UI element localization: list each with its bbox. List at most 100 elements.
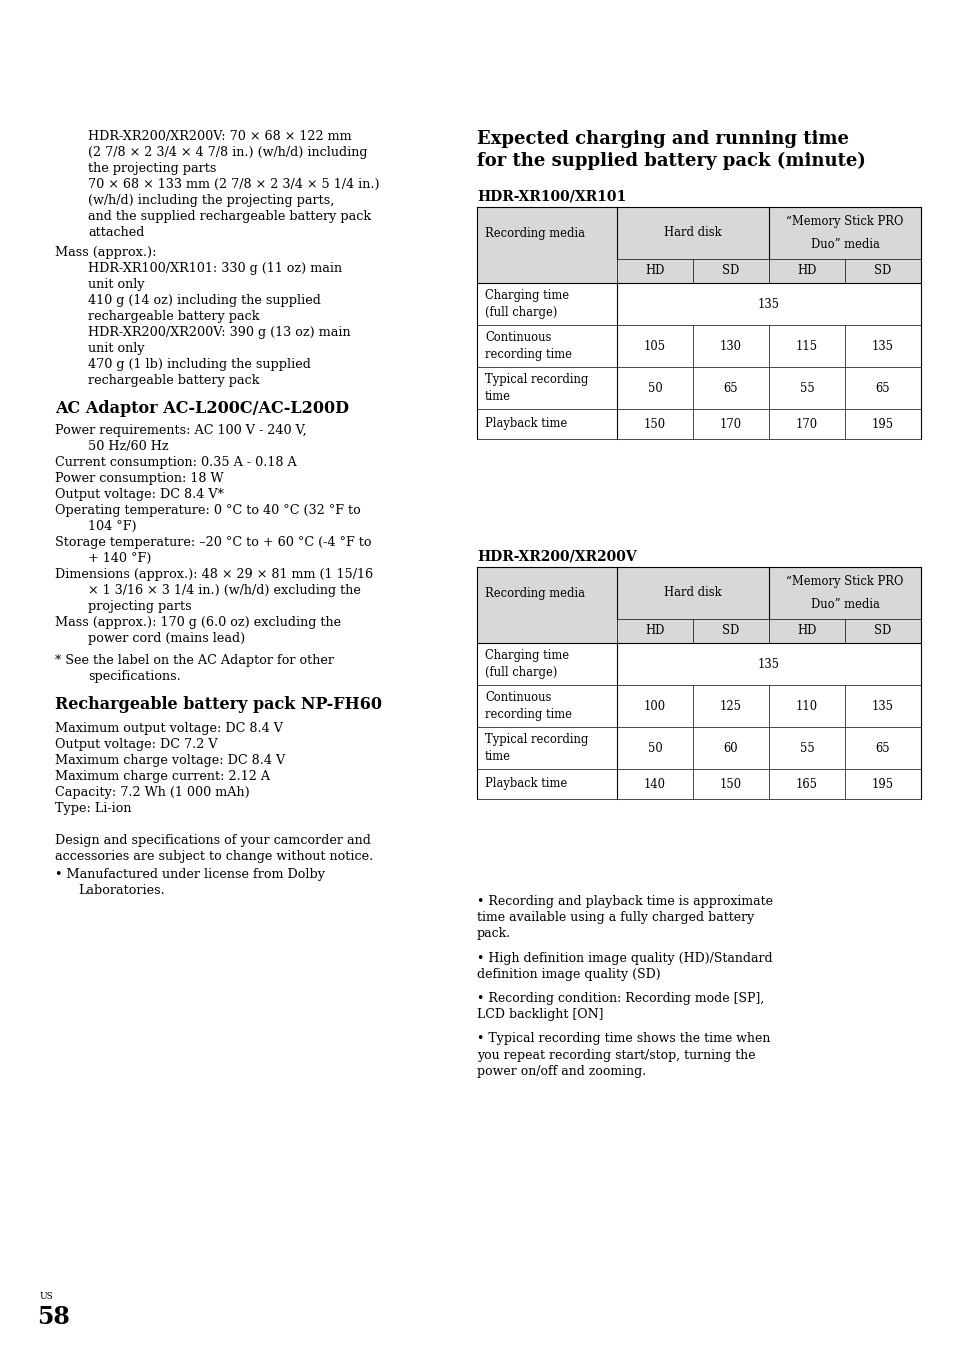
Text: LCD backlight [ON]: LCD backlight [ON]	[476, 1008, 603, 1022]
Text: specifications.: specifications.	[88, 670, 180, 683]
Text: Mass (approx.): 170 g (6.0 oz) excluding the: Mass (approx.): 170 g (6.0 oz) excluding…	[55, 616, 341, 630]
Text: Charging time: Charging time	[484, 649, 569, 662]
Text: you repeat recording start/stop, turning the: you repeat recording start/stop, turning…	[476, 1049, 755, 1061]
Text: • Manufactured under license from Dolby: • Manufactured under license from Dolby	[55, 868, 325, 881]
Text: rechargeable battery pack: rechargeable battery pack	[88, 375, 259, 387]
Text: SD: SD	[874, 624, 891, 638]
Text: Laboratories.: Laboratories.	[78, 883, 165, 897]
Text: Continuous: Continuous	[484, 691, 551, 704]
Text: 50 Hz/60 Hz: 50 Hz/60 Hz	[88, 440, 169, 453]
Text: the projecting parts: the projecting parts	[88, 161, 216, 175]
Text: Expected charging and running time: Expected charging and running time	[476, 130, 848, 148]
Text: “Memory Stick PRO: “Memory Stick PRO	[785, 214, 902, 228]
Text: power on/off and zooming.: power on/off and zooming.	[476, 1065, 645, 1077]
Text: 135: 135	[757, 297, 780, 311]
Text: SD: SD	[721, 624, 739, 638]
Text: 58: 58	[37, 1305, 70, 1329]
Bar	[476, 567, 920, 619]
Text: 50: 50	[647, 741, 661, 754]
Text: Maximum charge voltage: DC 8.4 V: Maximum charge voltage: DC 8.4 V	[55, 754, 285, 767]
Text: Output voltage: DC 7.2 V: Output voltage: DC 7.2 V	[55, 738, 217, 750]
Text: Charging time: Charging time	[484, 289, 569, 303]
Text: 165: 165	[795, 778, 817, 791]
Text: unit only: unit only	[88, 342, 145, 356]
Text: 55: 55	[799, 381, 814, 395]
Text: 470 g (1 lb) including the supplied: 470 g (1 lb) including the supplied	[88, 358, 311, 370]
Text: • Typical recording time shows the time when: • Typical recording time shows the time …	[476, 1033, 770, 1045]
Text: 150: 150	[720, 778, 741, 791]
Text: (full charge): (full charge)	[484, 305, 557, 319]
Text: time: time	[484, 750, 511, 763]
Bar	[476, 208, 920, 259]
Text: Typical recording: Typical recording	[484, 373, 588, 387]
Text: 104 °F): 104 °F)	[88, 520, 136, 533]
Text: Dimensions (approx.): 48 × 29 × 81 mm (1 15/16: Dimensions (approx.): 48 × 29 × 81 mm (1…	[55, 569, 373, 581]
Text: and the supplied rechargeable battery pack: and the supplied rechargeable battery pa…	[88, 210, 371, 223]
Text: 105: 105	[643, 339, 665, 353]
Text: + 140 °F): + 140 °F)	[88, 552, 152, 565]
Text: US: US	[40, 1292, 53, 1301]
Text: 140: 140	[643, 778, 665, 791]
Text: 110: 110	[795, 699, 817, 712]
Text: definition image quality (SD): definition image quality (SD)	[476, 968, 659, 981]
Text: Maximum charge current: 2.12 A: Maximum charge current: 2.12 A	[55, 769, 270, 783]
Text: 70 × 68 × 133 mm (2 7/8 × 2 3/4 × 5 1/4 in.): 70 × 68 × 133 mm (2 7/8 × 2 3/4 × 5 1/4 …	[88, 178, 379, 191]
Text: • High definition image quality (HD)/Standard: • High definition image quality (HD)/Sta…	[476, 951, 772, 965]
Text: 135: 135	[871, 699, 893, 712]
Text: 125: 125	[720, 699, 741, 712]
Text: 170: 170	[795, 418, 817, 430]
Text: × 1 3/16 × 3 1/4 in.) (w/h/d) excluding the: × 1 3/16 × 3 1/4 in.) (w/h/d) excluding …	[88, 584, 360, 597]
Text: 100: 100	[643, 699, 665, 712]
Text: 55: 55	[799, 741, 814, 754]
Text: “Memory Stick PRO: “Memory Stick PRO	[785, 575, 902, 588]
Text: 195: 195	[871, 778, 893, 791]
Text: HDR-XR200/XR200V: 390 g (13 oz) main: HDR-XR200/XR200V: 390 g (13 oz) main	[88, 326, 351, 339]
Text: Design and specifications of your camcorder and: Design and specifications of your camcor…	[55, 835, 371, 847]
Text: Type: Li-ion: Type: Li-ion	[55, 802, 132, 816]
Text: • Recording condition: Recording mode [SP],: • Recording condition: Recording mode [S…	[476, 992, 763, 1006]
Text: 130: 130	[720, 339, 741, 353]
Text: 195: 195	[871, 418, 893, 430]
Text: time available using a fully charged battery: time available using a fully charged bat…	[476, 911, 754, 924]
Bar	[476, 619, 920, 643]
Text: power cord (mains lead): power cord (mains lead)	[88, 632, 245, 645]
Text: Playback time: Playback time	[484, 778, 567, 791]
Text: 170: 170	[720, 418, 741, 430]
Text: unit only: unit only	[88, 278, 145, 290]
Text: recording time: recording time	[484, 708, 572, 721]
Text: * See the label on the AC Adaptor for other: * See the label on the AC Adaptor for ot…	[55, 654, 334, 668]
Text: SD: SD	[721, 265, 739, 277]
Text: Recording media: Recording media	[484, 227, 584, 239]
Text: accessories are subject to change without notice.: accessories are subject to change withou…	[55, 849, 373, 863]
Text: Hard disk: Hard disk	[663, 586, 721, 600]
Text: Capacity: 7.2 Wh (1 000 mAh): Capacity: 7.2 Wh (1 000 mAh)	[55, 786, 250, 799]
Text: HD: HD	[644, 265, 664, 277]
Text: HD: HD	[797, 265, 816, 277]
Text: HDR-XR200/XR200V: 70 × 68 × 122 mm: HDR-XR200/XR200V: 70 × 68 × 122 mm	[88, 130, 352, 142]
Text: 135: 135	[757, 658, 780, 670]
Text: Power requirements: AC 100 V - 240 V,: Power requirements: AC 100 V - 240 V,	[55, 423, 307, 437]
Bar	[476, 259, 920, 284]
Text: Current consumption: 0.35 A - 0.18 A: Current consumption: 0.35 A - 0.18 A	[55, 456, 296, 470]
Text: rechargeable battery pack: rechargeable battery pack	[88, 309, 259, 323]
Text: for the supplied battery pack (minute): for the supplied battery pack (minute)	[476, 152, 865, 170]
Text: 150: 150	[643, 418, 665, 430]
Text: Duo” media: Duo” media	[810, 598, 879, 611]
Text: Continuous: Continuous	[484, 331, 551, 345]
Text: AC Adaptor AC-L200C/AC-L200D: AC Adaptor AC-L200C/AC-L200D	[55, 400, 349, 417]
Text: Rechargeable battery pack NP-FH60: Rechargeable battery pack NP-FH60	[55, 696, 381, 712]
Text: projecting parts: projecting parts	[88, 600, 192, 613]
Text: recording time: recording time	[484, 347, 572, 361]
Text: Output voltage: DC 8.4 V*: Output voltage: DC 8.4 V*	[55, 489, 224, 501]
Text: Duo” media: Duo” media	[810, 237, 879, 251]
Text: 65: 65	[722, 381, 738, 395]
Text: 60: 60	[722, 741, 738, 754]
Text: Operating temperature: 0 °C to 40 °C (32 °F to: Operating temperature: 0 °C to 40 °C (32…	[55, 503, 360, 517]
Text: Recording media: Recording media	[484, 586, 584, 600]
Text: time: time	[484, 389, 511, 403]
Text: Storage temperature: –20 °C to + 60 °C (-4 °F to: Storage temperature: –20 °C to + 60 °C (…	[55, 536, 371, 550]
Text: HDR-XR200/XR200V: HDR-XR200/XR200V	[476, 550, 636, 565]
Text: • Recording and playback time is approximate: • Recording and playback time is approxi…	[476, 896, 772, 908]
Text: attached: attached	[88, 227, 144, 239]
Text: (w/h/d) including the projecting parts,: (w/h/d) including the projecting parts,	[88, 194, 334, 208]
